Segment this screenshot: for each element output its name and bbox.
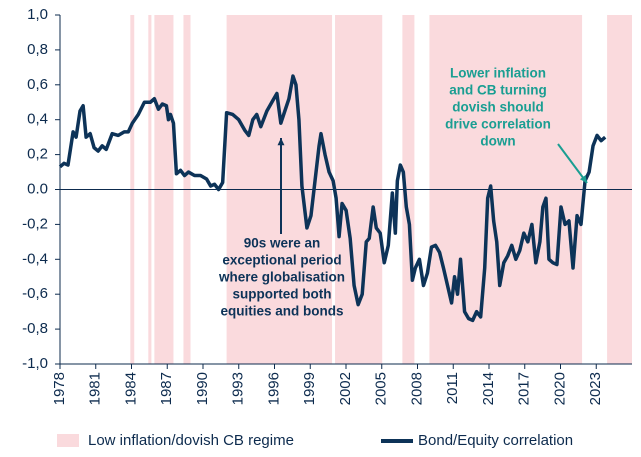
annotation-text: equities and bonds (220, 304, 343, 319)
arrow-head (579, 175, 587, 183)
annotation-text: drive correlation (445, 117, 551, 132)
arrow-head (277, 138, 285, 146)
annotation-text: exceptional period (222, 253, 341, 268)
y-tick-label: 0,2 (27, 146, 48, 163)
y-tick-label: -1,0 (22, 355, 48, 372)
y-tick-label: -0,2 (22, 215, 48, 232)
y-tick-label: -0,6 (22, 285, 48, 302)
annotation-text: and CB turning (449, 83, 547, 98)
x-tick-label: 2017 (516, 372, 533, 405)
x-tick-label: 1978 (51, 372, 68, 405)
x-tick-label: 1996 (265, 372, 282, 405)
annotation-text: 90s were an (244, 236, 321, 251)
correlation-line (58, 74, 607, 323)
annotation-text: where globalisation (218, 270, 345, 285)
y-tick-label: 0,6 (27, 76, 48, 93)
legend-label: Bond/Equity correlation (418, 432, 573, 449)
x-tick-label: 2023 (587, 372, 604, 405)
x-tick-label: 2008 (408, 372, 425, 405)
y-tick-label: -0,4 (22, 250, 48, 267)
x-tick-label: 1981 (87, 372, 104, 405)
legend-label: Low inflation/dovish CB regime (88, 432, 294, 449)
x-tick-label: 1990 (194, 372, 211, 405)
y-tick-label: 0.0 (27, 180, 48, 197)
y-tick-label: -0,8 (22, 320, 48, 337)
annotation-text: supported both (233, 287, 332, 302)
annotation-arrow (557, 143, 588, 184)
y-tick-label: 0,4 (27, 111, 48, 128)
annotation-text: Lower inflation (450, 66, 546, 81)
annotation-text: down (480, 134, 515, 149)
annotation-text: dovish should (452, 100, 544, 115)
x-tick-label: 1993 (230, 372, 247, 405)
x-tick-label: 1984 (122, 372, 139, 405)
x-tick-label: 2011 (444, 372, 461, 404)
x-tick-label: 2014 (480, 372, 497, 405)
x-tick-label: 2002 (337, 372, 354, 405)
x-tick-label: 2005 (373, 372, 390, 405)
x-tick-label: 1987 (158, 372, 175, 405)
y-tick-label: 1,0 (27, 6, 48, 23)
legend-swatch (57, 434, 79, 447)
y-tick-label: 0,8 (27, 41, 48, 58)
x-tick-label: 2020 (551, 372, 568, 405)
x-tick-label: 1999 (301, 372, 318, 405)
